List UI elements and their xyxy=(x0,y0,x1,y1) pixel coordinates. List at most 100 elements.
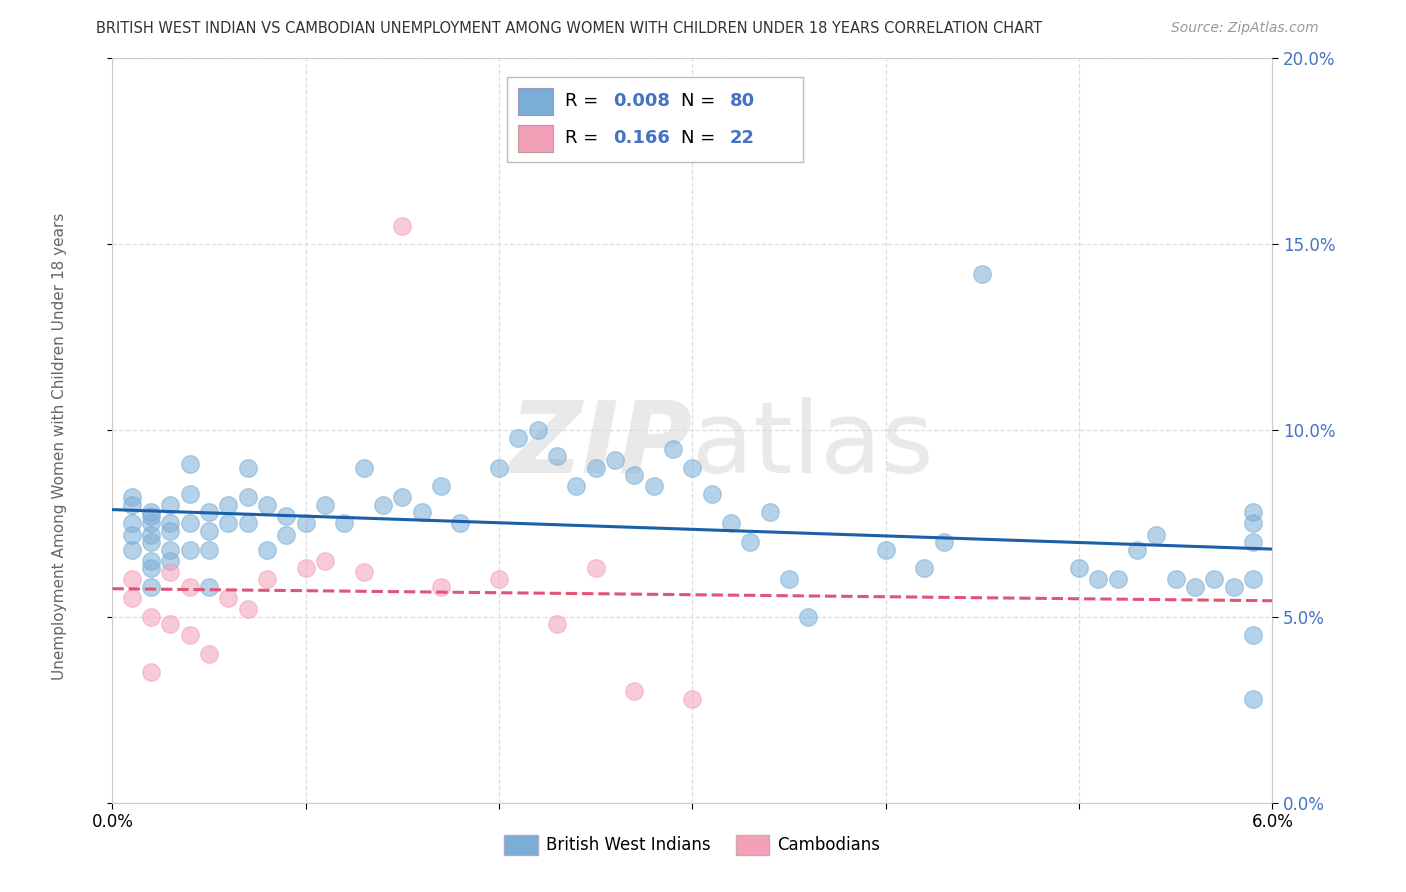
Text: 22: 22 xyxy=(730,129,755,147)
Point xyxy=(256,573,278,587)
Point xyxy=(972,267,994,281)
Bar xyxy=(519,87,554,114)
Text: atlas: atlas xyxy=(693,397,934,494)
Point xyxy=(314,498,336,512)
Point xyxy=(179,542,201,557)
Point xyxy=(682,691,704,706)
Point xyxy=(276,527,298,541)
Point xyxy=(643,479,665,493)
Point xyxy=(914,561,936,575)
Point xyxy=(276,509,298,524)
Point xyxy=(141,580,163,594)
Point xyxy=(759,505,782,519)
Point xyxy=(662,442,685,456)
Point xyxy=(236,516,259,531)
Point xyxy=(932,535,955,549)
Point xyxy=(159,498,181,512)
Point xyxy=(740,535,762,549)
Point xyxy=(797,609,820,624)
Point xyxy=(256,542,278,557)
Point xyxy=(121,573,143,587)
Text: N =: N = xyxy=(681,129,721,147)
Point xyxy=(236,602,259,616)
Bar xyxy=(519,125,554,152)
Point xyxy=(875,542,897,557)
Point xyxy=(585,460,607,475)
Point xyxy=(141,516,163,531)
Point xyxy=(488,573,510,587)
Point xyxy=(391,491,413,505)
Point xyxy=(778,573,800,587)
Point xyxy=(353,565,375,579)
Point xyxy=(333,516,356,531)
Point xyxy=(218,498,240,512)
Point xyxy=(141,509,163,524)
Point xyxy=(179,486,201,500)
Point xyxy=(1126,542,1149,557)
Point xyxy=(1204,573,1226,587)
Point xyxy=(430,580,453,594)
Point xyxy=(623,468,645,483)
Point xyxy=(411,505,433,519)
Point xyxy=(623,684,645,698)
Point xyxy=(121,491,143,505)
Point xyxy=(488,460,510,475)
Text: R =: R = xyxy=(565,129,610,147)
Point xyxy=(1241,573,1264,587)
Point xyxy=(1241,691,1264,706)
Point xyxy=(121,542,143,557)
Point xyxy=(198,505,221,519)
Point xyxy=(218,591,240,605)
Point xyxy=(1241,505,1264,519)
Text: ZIP: ZIP xyxy=(509,397,693,494)
Point xyxy=(353,460,375,475)
Point xyxy=(121,516,143,531)
Point xyxy=(141,527,163,541)
Point xyxy=(430,479,453,493)
Point xyxy=(218,516,240,531)
Point xyxy=(1069,561,1091,575)
Text: Source: ZipAtlas.com: Source: ZipAtlas.com xyxy=(1171,21,1319,35)
Point xyxy=(159,516,181,531)
Point xyxy=(141,535,163,549)
Text: N =: N = xyxy=(681,92,721,111)
Point xyxy=(720,516,742,531)
Point xyxy=(198,542,221,557)
Point xyxy=(1164,573,1187,587)
Point xyxy=(141,561,163,575)
Point xyxy=(198,524,221,538)
Text: 80: 80 xyxy=(730,92,755,111)
Point xyxy=(1146,527,1168,541)
Point xyxy=(159,617,181,632)
Point xyxy=(546,450,568,464)
Point xyxy=(179,628,201,642)
Point xyxy=(527,423,550,437)
Point xyxy=(314,554,336,568)
Point xyxy=(236,460,259,475)
Point xyxy=(605,453,627,467)
FancyBboxPatch shape xyxy=(508,77,803,162)
Point xyxy=(508,431,530,445)
Point xyxy=(450,516,472,531)
Text: 0.166: 0.166 xyxy=(613,129,671,147)
Point xyxy=(121,527,143,541)
Point xyxy=(141,505,163,519)
Point xyxy=(546,617,568,632)
Point xyxy=(700,486,723,500)
Point xyxy=(159,565,181,579)
Point xyxy=(159,542,181,557)
Point xyxy=(159,554,181,568)
Point xyxy=(371,498,394,512)
Point xyxy=(256,498,278,512)
Point xyxy=(1241,535,1264,549)
Point xyxy=(585,561,607,575)
Point xyxy=(1184,580,1206,594)
Point xyxy=(295,516,318,531)
Point xyxy=(1107,573,1129,587)
Point xyxy=(682,460,704,475)
Text: BRITISH WEST INDIAN VS CAMBODIAN UNEMPLOYMENT AMONG WOMEN WITH CHILDREN UNDER 18: BRITISH WEST INDIAN VS CAMBODIAN UNEMPLO… xyxy=(96,21,1042,36)
Point xyxy=(1241,628,1264,642)
Point xyxy=(179,580,201,594)
Point xyxy=(141,554,163,568)
Point xyxy=(121,498,143,512)
